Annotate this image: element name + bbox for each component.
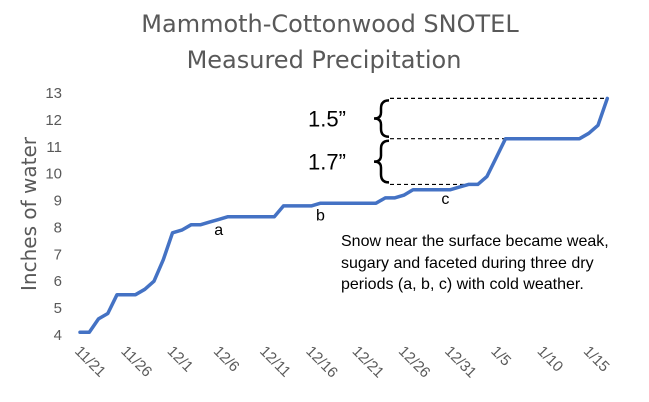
dry-period-label: a — [214, 222, 223, 239]
y-tick-label: 5 — [54, 300, 62, 317]
x-tick-label: 12/26 — [395, 343, 434, 382]
x-tick-label: 12/6 — [210, 343, 243, 376]
y-tick-label: 6 — [54, 273, 62, 290]
x-tick-label: 1/5 — [487, 343, 514, 370]
x-tick-label: 12/21 — [349, 343, 388, 382]
series-line — [78, 96, 610, 335]
y-tick-label: 4 — [54, 327, 62, 344]
y-tick-label: 7 — [54, 246, 62, 263]
y-tick-label: 8 — [54, 219, 62, 236]
dry-period-labels: a b c — [214, 191, 449, 239]
x-tick-label: 11/26 — [117, 343, 155, 381]
x-tick-label: 12/16 — [302, 343, 341, 382]
series-group — [78, 96, 610, 335]
x-axis: 11/21 11/26 12/1 12/6 12/11 12/16 12/21 12/26 12… — [71, 343, 612, 382]
curly-bracket — [373, 139, 390, 184]
dry-period-label: b — [316, 207, 325, 224]
chart-title-line-1: Mammoth-Cottonwood SNOTEL — [141, 10, 519, 38]
x-tick-label: 11/21 — [71, 343, 109, 381]
y-axis: 4 5 6 7 8 9 10 11 12 13 — [45, 85, 62, 344]
x-tick-label: 12/1 — [164, 343, 197, 376]
x-tick-label: 12/11 — [256, 343, 294, 381]
y-tick-label: 10 — [45, 166, 62, 183]
dry-period-label: c — [441, 191, 449, 208]
x-tick-label: 12/31 — [441, 343, 480, 382]
y-tick-label: 11 — [46, 139, 62, 156]
bracket-label: 1.5” — [308, 107, 346, 132]
curly-bracket — [373, 99, 390, 138]
x-tick-label: 1/10 — [534, 343, 567, 376]
chart-title-line-2: Measured Precipitation — [187, 46, 462, 74]
bracket-annotations: 1.5” 1.7” — [308, 97, 608, 186]
y-tick-label: 13 — [45, 85, 62, 102]
chart-title: Mammoth-Cottonwood SNOTEL Measured Preci… — [141, 10, 519, 74]
y-axis-title: Inches of water — [17, 136, 41, 291]
annotation-note: Snow near the surface became weak, sugar… — [341, 233, 609, 293]
x-tick-label: 1/15 — [580, 343, 613, 376]
y-tick-label: 12 — [45, 112, 62, 129]
y-tick-label: 9 — [54, 193, 62, 210]
bracket-label: 1.7” — [308, 150, 346, 175]
